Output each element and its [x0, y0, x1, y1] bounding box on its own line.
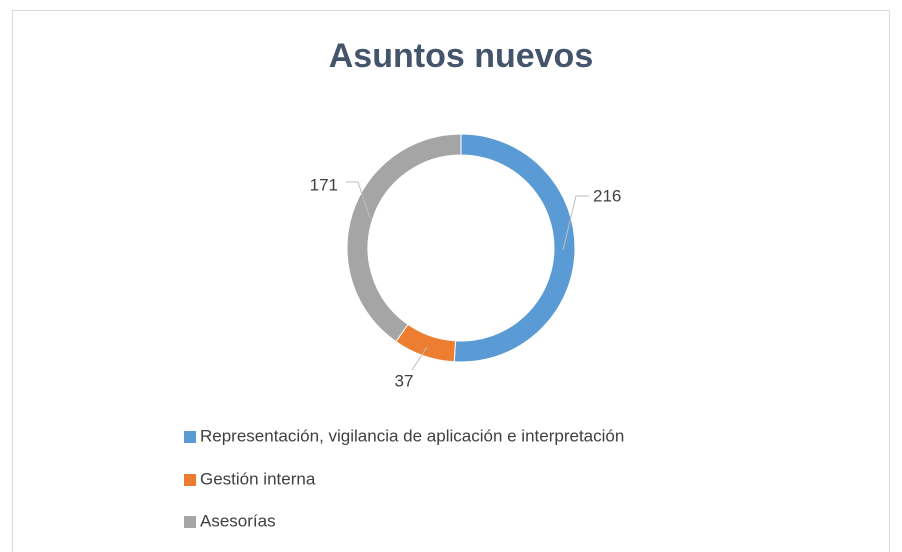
leader-line [411, 346, 428, 371]
legend-label: Gestión interna [200, 469, 316, 488]
legend-label: Asesorías [200, 511, 276, 530]
legend-swatch [184, 474, 196, 486]
chart-title: Asuntos nuevos [329, 37, 593, 75]
leader-line [562, 195, 589, 251]
legend-swatch [184, 431, 196, 443]
chart-frame [12, 10, 890, 552]
data-label: 216 [593, 186, 621, 205]
legend-label: Representación, vigilancia de aplicación… [200, 426, 624, 445]
leader-line [346, 181, 371, 219]
data-label: 171 [310, 175, 338, 194]
donut-slice [346, 133, 462, 343]
legend-swatch [184, 516, 196, 528]
data-label: 37 [395, 371, 414, 390]
